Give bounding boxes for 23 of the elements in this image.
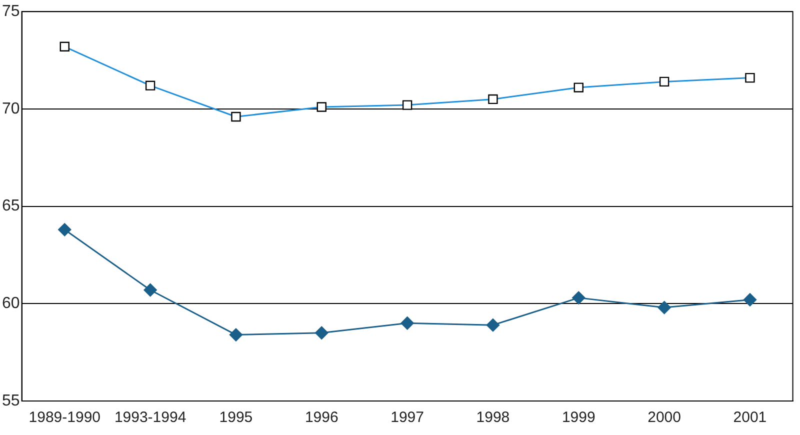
y-tick-label: 60 [2,295,20,312]
x-tick-label: 1999 [562,409,596,426]
point [486,318,500,332]
point [229,328,243,342]
point [743,293,757,306]
x-tick-label: 1993-1994 [114,409,186,426]
point [572,291,586,304]
y-tick-label: 65 [2,198,20,215]
x-tick-label: 1998 [476,409,510,426]
y-tick-label: 70 [2,100,20,118]
point [400,316,414,330]
point [658,300,671,314]
x-tick-label: 2000 [648,409,681,426]
point [144,283,157,297]
y-tick-label: 55 [2,392,20,410]
x-tick-label: 1997 [390,409,424,426]
point [58,223,72,236]
x-tick-label: 1995 [219,409,253,426]
point [315,326,328,340]
x-tick-label: 2001 [733,409,767,426]
x-tick-label: 1989-1990 [28,409,100,426]
y-tick-label: 75 [2,3,20,20]
x-tick-label: 1996 [304,409,338,426]
